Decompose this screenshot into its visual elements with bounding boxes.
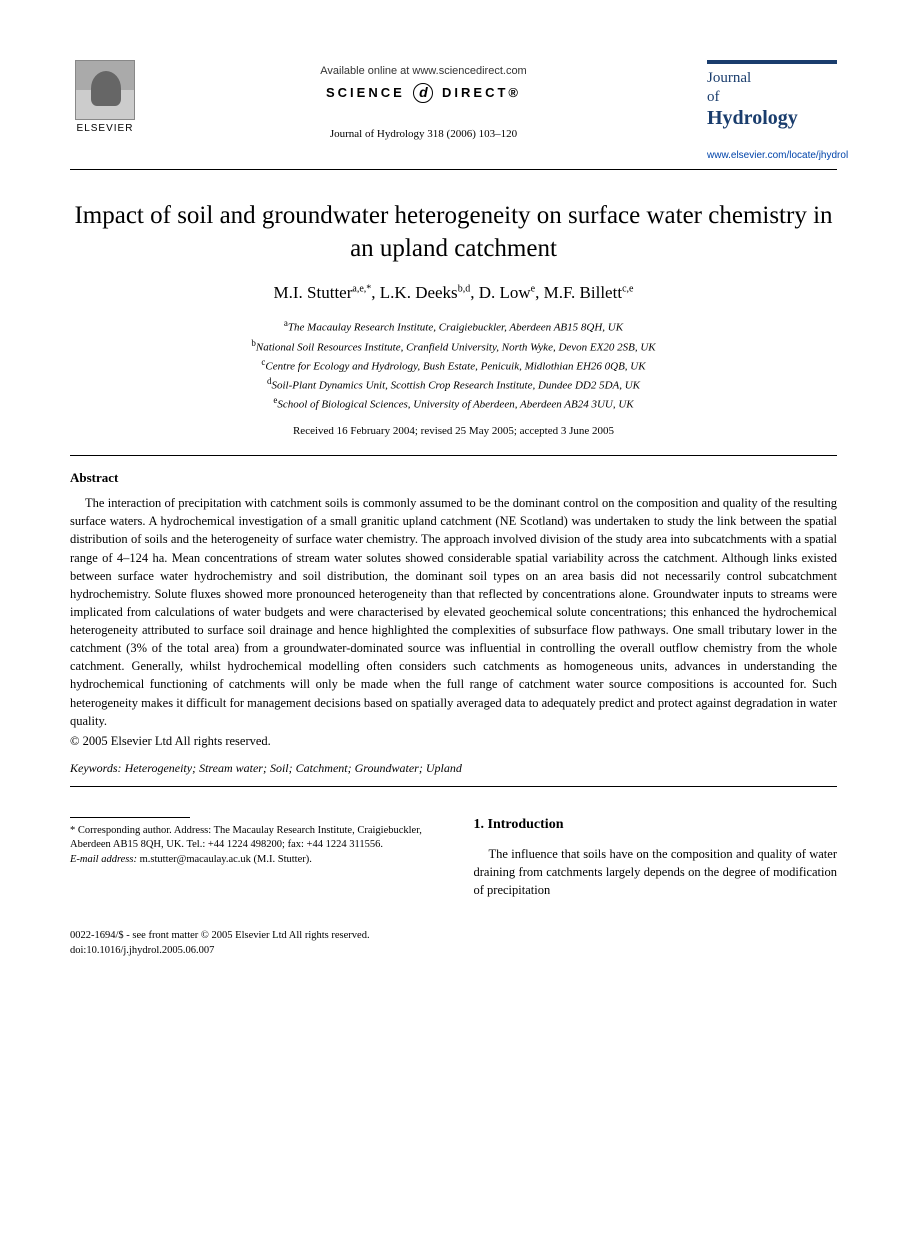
- elsevier-tree-icon: [75, 60, 135, 120]
- article-dates: Received 16 February 2004; revised 25 Ma…: [70, 425, 837, 437]
- corresponding-author-footnote: * Corresponding author. Address: The Mac…: [70, 824, 434, 853]
- affiliation-list: aThe Macaulay Research Institute, Craigi…: [70, 317, 837, 413]
- center-header: Available online at www.sciencedirect.co…: [140, 60, 707, 140]
- page-header: ELSEVIER Available online at www.science…: [70, 60, 837, 161]
- sd-left: SCIENCE: [326, 85, 405, 100]
- affiliation-line: aThe Macaulay Research Institute, Craigi…: [70, 317, 837, 336]
- email-label: E-mail address:: [70, 854, 137, 865]
- journal-word-2: of: [707, 89, 720, 105]
- author-name: M.F. Billett: [544, 283, 622, 302]
- email-footnote: E-mail address: m.stutter@macaulay.ac.uk…: [70, 853, 434, 868]
- author-name: L.K. Deeks: [380, 283, 458, 302]
- header-rule: [70, 169, 837, 170]
- two-column-section: * Corresponding author. Address: The Mac…: [70, 817, 837, 899]
- journal-name: Journal of Hydrology: [707, 68, 837, 130]
- author-name: M.I. Stutter: [274, 283, 353, 302]
- issn-line: 0022-1694/$ - see front matter © 2005 El…: [70, 929, 837, 944]
- abstract-body: The interaction of precipitation with ca…: [70, 494, 837, 730]
- keywords-list: Heterogeneity; Stream water; Soil; Catch…: [125, 761, 462, 775]
- right-column: 1. Introduction The influence that soils…: [474, 817, 838, 899]
- journal-word-1: Journal: [707, 70, 751, 86]
- citation-text: Journal of Hydrology 318 (2006) 103–120: [140, 128, 707, 140]
- affiliation-line: eSchool of Biological Sciences, Universi…: [70, 394, 837, 413]
- doi-line: doi:10.1016/j.jhydrol.2005.06.007: [70, 944, 837, 959]
- introduction-body: The influence that soils have on the com…: [474, 845, 838, 899]
- author-affil-sup: a,e,*: [352, 284, 371, 295]
- keywords: Keywords: Heterogeneity; Stream water; S…: [70, 761, 837, 776]
- author-affil-sup: c,e: [622, 284, 633, 295]
- journal-word-3: Hydrology: [707, 107, 798, 129]
- article-title: Impact of soil and groundwater heterogen…: [70, 200, 837, 265]
- bottom-meta: 0022-1694/$ - see front matter © 2005 El…: [70, 929, 837, 958]
- author-name: D. Low: [479, 283, 531, 302]
- introduction-heading: 1. Introduction: [474, 817, 838, 833]
- affiliation-line: bNational Soil Resources Institute, Cran…: [70, 337, 837, 356]
- copyright-line: © 2005 Elsevier Ltd All rights reserved.: [70, 734, 837, 749]
- abstract-top-rule: [70, 455, 837, 456]
- elsevier-logo: ELSEVIER: [70, 60, 140, 140]
- left-column: * Corresponding author. Address: The Mac…: [70, 817, 434, 899]
- journal-url[interactable]: www.elsevier.com/locate/jhydrol: [707, 150, 837, 161]
- email-address[interactable]: m.stutter@macaulay.ac.uk (M.I. Stutter).: [140, 854, 312, 865]
- abstract-heading: Abstract: [70, 470, 837, 486]
- sciencedirect-logo: SCIENCE d DIRECT®: [140, 83, 707, 103]
- author-affil-sup: e: [531, 284, 535, 295]
- affiliation-line: dSoil-Plant Dynamics Unit, Scottish Crop…: [70, 375, 837, 394]
- journal-topbar: [707, 60, 837, 64]
- affiliation-line: cCentre for Ecology and Hydrology, Bush …: [70, 356, 837, 375]
- keywords-label: Keywords:: [70, 761, 122, 775]
- abstract-bottom-rule: [70, 786, 837, 787]
- author-list: M.I. Stuttera,e,*, L.K. Deeksb,d, D. Low…: [70, 283, 837, 303]
- available-online-text: Available online at www.sciencedirect.co…: [140, 65, 707, 77]
- publisher-name: ELSEVIER: [77, 123, 134, 134]
- sd-right: DIRECT®: [442, 85, 521, 100]
- author-affil-sup: b,d: [458, 284, 471, 295]
- footnote-rule: [70, 817, 190, 818]
- journal-brand-box: Journal of Hydrology www.elsevier.com/lo…: [707, 60, 837, 161]
- corr-label: * Corresponding author.: [70, 825, 172, 836]
- sciencedirect-icon: d: [413, 83, 433, 103]
